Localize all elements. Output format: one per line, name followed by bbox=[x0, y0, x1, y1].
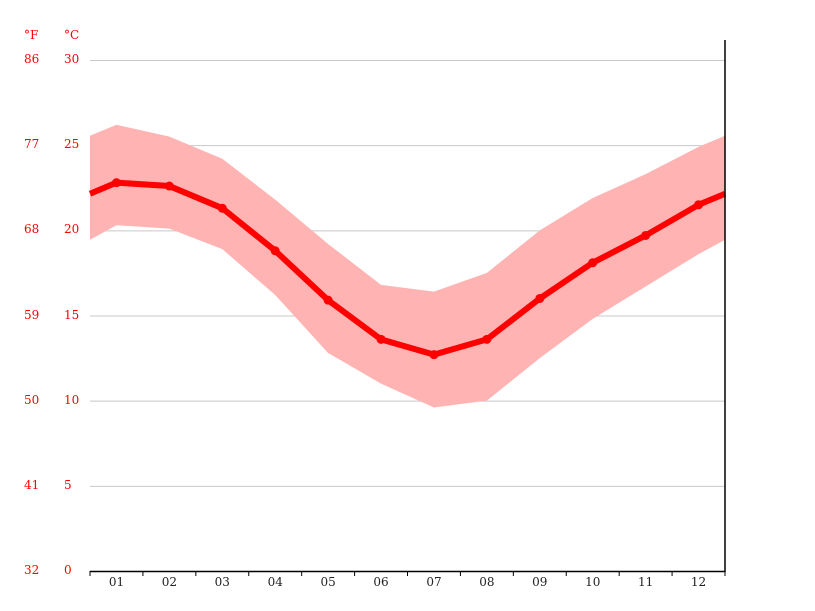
x-tick-month: 10 bbox=[585, 575, 601, 589]
data-point bbox=[376, 334, 386, 344]
y-tick-fahrenheit: 32 bbox=[24, 563, 40, 577]
data-point bbox=[164, 181, 174, 191]
x-tick-month: 09 bbox=[532, 575, 548, 589]
y-tick-fahrenheit: 59 bbox=[24, 307, 40, 322]
x-tick-month: 04 bbox=[267, 575, 283, 589]
y-tick-fahrenheit: 68 bbox=[24, 222, 40, 237]
y-tick-fahrenheit: 77 bbox=[24, 137, 40, 152]
y-tick-celsius: 25 bbox=[64, 137, 80, 152]
x-tick-month: 05 bbox=[320, 575, 336, 589]
data-point bbox=[588, 258, 598, 268]
data-point bbox=[694, 200, 704, 210]
y-tick-celsius: 15 bbox=[64, 307, 80, 322]
x-tick-month: 07 bbox=[426, 575, 442, 589]
x-tick-month: 12 bbox=[690, 575, 707, 589]
y-tick-fahrenheit: 41 bbox=[24, 477, 40, 492]
data-points bbox=[111, 178, 704, 360]
y-tick-celsius: 5 bbox=[64, 477, 72, 492]
data-point bbox=[217, 203, 227, 213]
y-tick-celsius: 20 bbox=[64, 222, 80, 237]
average-temperature-line bbox=[88, 179, 727, 358]
x-tick-month: 08 bbox=[479, 575, 495, 589]
x-tick-month: 03 bbox=[214, 575, 230, 589]
y-tick-celsius: 30 bbox=[64, 52, 80, 66]
data-point bbox=[323, 295, 333, 305]
unit-fahrenheit: °F bbox=[24, 28, 39, 42]
x-tick-month: 01 bbox=[108, 575, 125, 589]
unit-celsius: °C bbox=[64, 28, 80, 42]
x-tick-month: 02 bbox=[161, 575, 178, 589]
y-tick-fahrenheit: 50 bbox=[24, 392, 40, 407]
x-tick-marks bbox=[89, 571, 726, 576]
data-point bbox=[111, 178, 121, 188]
x-tick-month: 06 bbox=[373, 575, 389, 589]
temperature-range-band bbox=[90, 124, 725, 408]
data-point bbox=[641, 230, 651, 240]
x-tick-month: 11 bbox=[637, 575, 654, 589]
data-point bbox=[535, 293, 545, 303]
y-tick-celsius: 10 bbox=[64, 392, 80, 407]
y-tick-fahrenheit: 86 bbox=[24, 52, 40, 66]
data-point bbox=[482, 334, 492, 344]
data-point bbox=[429, 350, 439, 360]
data-point bbox=[270, 246, 280, 256]
y-tick-celsius: 0 bbox=[64, 563, 72, 577]
